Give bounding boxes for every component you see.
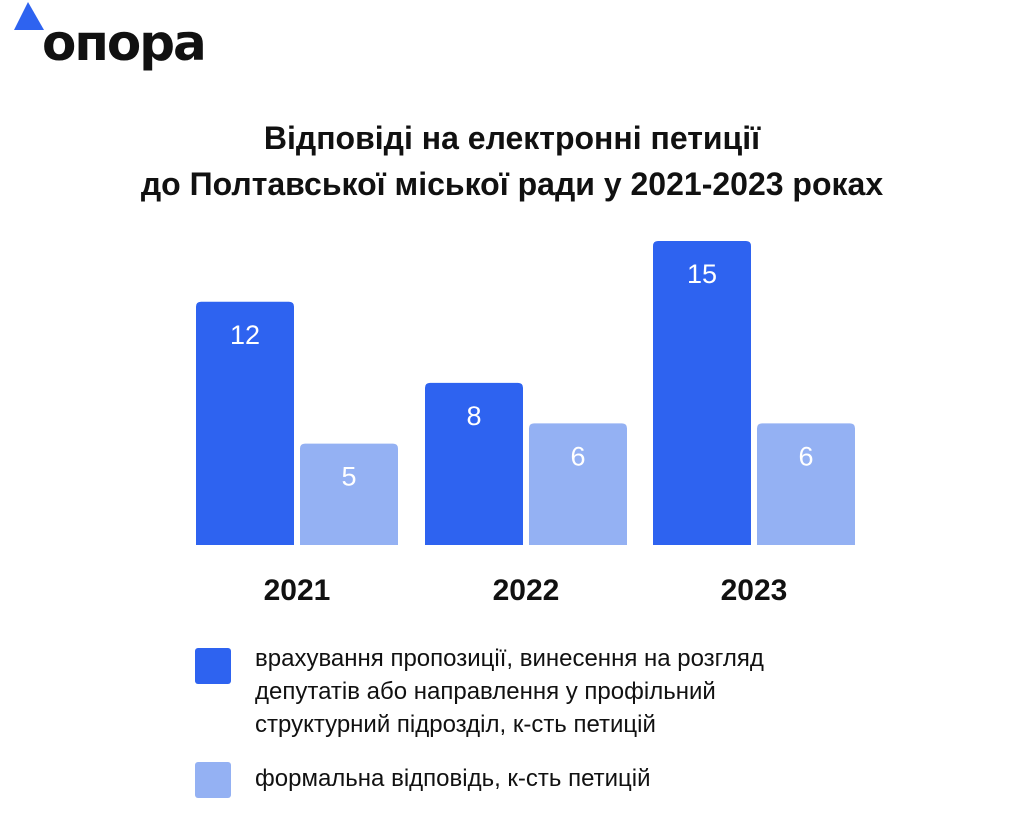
legend-label-accepted-line-3: структурний підрозділ, к-сть петицій <box>255 711 656 738</box>
data-label-formal-2022: 6 <box>570 441 585 471</box>
bar-accepted-2021 <box>196 301 294 545</box>
chart-title-line-2: до Полтавської міської ради у 2021-2023 … <box>140 166 884 202</box>
legend-swatch-formal <box>195 762 231 798</box>
x-tick-label-2021: 2021 <box>264 574 331 607</box>
legend-item-formal: формальна відповідь, к-сть петицій <box>195 762 905 798</box>
data-label-accepted-2022: 8 <box>466 401 481 431</box>
legend-swatch-accepted <box>195 648 231 684</box>
bar-formal-2022 <box>529 423 627 545</box>
legend-label-formal: формальна відповідь, к-сть петицій <box>255 762 905 795</box>
bar-accepted-2022 <box>425 382 523 545</box>
bar-formal-2021 <box>300 443 398 545</box>
bar-accepted-2023 <box>653 241 751 545</box>
data-label-accepted-2023: 15 <box>687 259 717 289</box>
legend-label-formal-line-1: формальна відповідь, к-сть петицій <box>255 765 651 792</box>
chart-title: Відповіді на електронні петиції до Полта… <box>0 115 1024 207</box>
x-tick-label-2022: 2022 <box>493 574 560 607</box>
brand-logo: опора <box>12 0 207 75</box>
legend-label-accepted-line-2: депутатів або направлення у профільний <box>255 678 716 705</box>
x-tick-label-2023: 2023 <box>721 574 788 607</box>
logo-text: опора <box>42 14 207 72</box>
legend-item-accepted: врахування пропозиції, винесення на розг… <box>195 642 905 741</box>
legend-label-accepted-line-1: врахування пропозиції, винесення на розг… <box>255 645 764 672</box>
data-label-formal-2021: 5 <box>341 462 356 492</box>
chart-title-line-1: Відповіді на електронні петиції <box>263 120 761 156</box>
data-label-formal-2023: 6 <box>798 441 813 471</box>
bar-formal-2023 <box>757 423 855 545</box>
data-label-accepted-2021: 12 <box>230 320 260 350</box>
legend-label-accepted: врахування пропозиції, винесення на розг… <box>255 642 905 741</box>
logo-triangle-icon <box>14 2 44 30</box>
